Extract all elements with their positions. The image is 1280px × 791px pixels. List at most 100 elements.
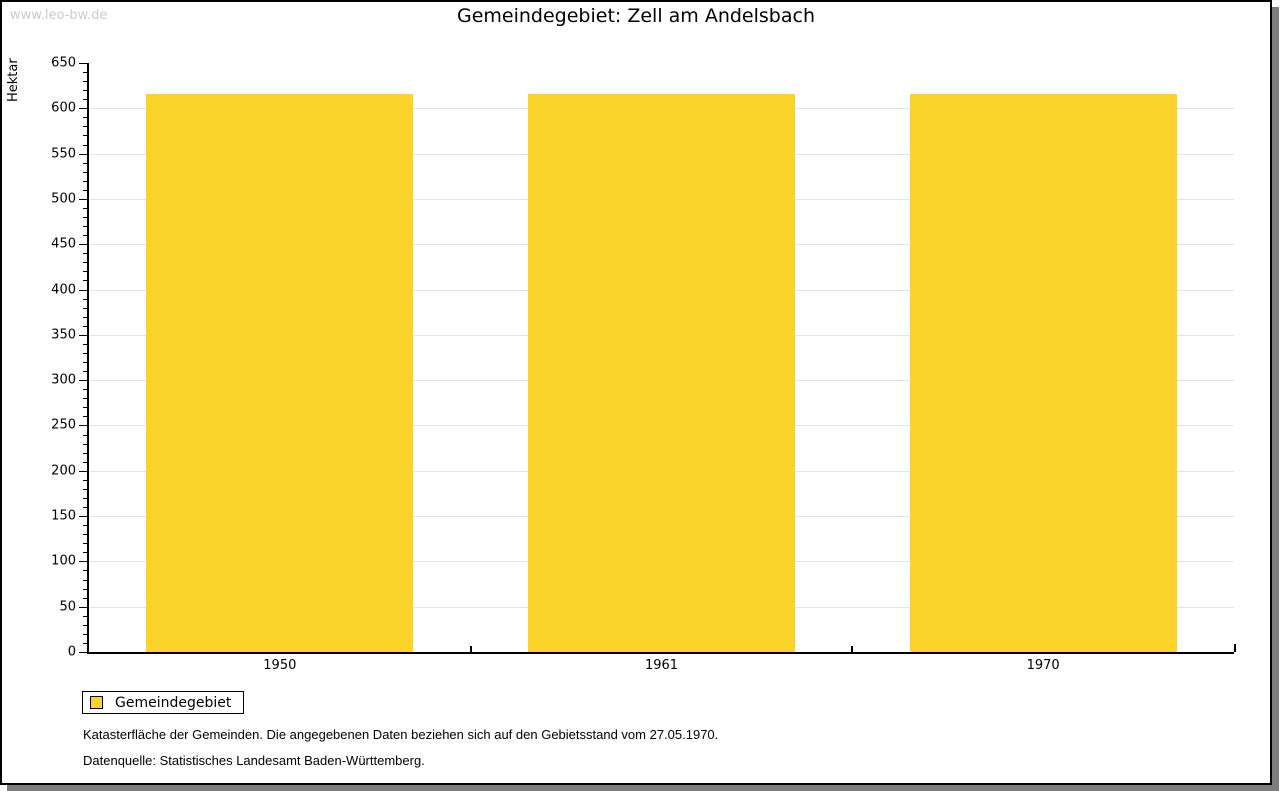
y-tick-label: 650 <box>51 55 76 71</box>
y-minor-tick <box>83 189 87 191</box>
y-minor-tick <box>83 217 87 219</box>
legend-swatch <box>90 696 103 709</box>
category-tick <box>469 646 472 652</box>
y-minor-tick <box>83 226 87 228</box>
category-label: 1961 <box>644 658 679 673</box>
y-major-tick <box>79 334 87 336</box>
y-minor-tick <box>83 461 87 463</box>
bar <box>527 93 796 652</box>
y-minor-tick <box>83 298 87 300</box>
y-minor-tick <box>83 90 87 92</box>
y-major-tick <box>79 289 87 291</box>
footer-note: Katasterfläche der Gemeinden. Die angege… <box>83 727 719 742</box>
y-minor-tick <box>83 171 87 173</box>
y-major-tick <box>79 516 87 518</box>
y-minor-tick <box>83 235 87 237</box>
y-minor-tick <box>83 497 87 499</box>
category-label: 1950 <box>263 658 297 673</box>
y-minor-tick <box>83 126 87 128</box>
y-minor-tick <box>83 389 87 391</box>
watermark: www.leo-bw.de <box>10 8 108 23</box>
y-minor-tick <box>83 579 87 581</box>
y-major-tick <box>79 108 87 110</box>
y-major-tick <box>79 606 87 608</box>
y-minor-tick <box>83 624 87 626</box>
y-tick-label: 50 <box>59 599 76 615</box>
category-tick <box>851 646 854 652</box>
y-tick-label: 500 <box>51 191 76 207</box>
y-minor-tick <box>83 81 87 83</box>
y-tick-label: 250 <box>51 417 76 433</box>
y-minor-tick <box>83 633 87 635</box>
y-tick-label: 600 <box>51 100 76 116</box>
y-minor-tick <box>83 552 87 554</box>
y-minor-tick <box>83 434 87 436</box>
y-minor-tick <box>83 416 87 418</box>
y-minor-tick <box>83 588 87 590</box>
bar <box>909 93 1177 652</box>
y-major-tick <box>79 63 87 64</box>
y-major-tick <box>79 380 87 382</box>
y-tick-label: 300 <box>51 372 76 388</box>
y-minor-tick <box>83 325 87 327</box>
footer-source: Datenquelle: Statistisches Landesamt Bad… <box>83 753 425 768</box>
y-minor-tick <box>83 443 87 445</box>
y-major-tick <box>79 425 87 427</box>
y-minor-tick <box>83 507 87 508</box>
y-major-tick <box>79 244 87 246</box>
y-minor-tick <box>83 162 87 164</box>
y-tick-label: 150 <box>51 508 76 524</box>
y-minor-tick <box>83 488 87 490</box>
page-title: Gemeindegebiet: Zell am Andelsbach <box>456 5 815 27</box>
y-minor-tick <box>83 343 87 345</box>
y-minor-tick <box>83 407 87 409</box>
y-minor-tick <box>83 271 87 273</box>
y-minor-tick <box>83 180 87 182</box>
y-minor-tick <box>83 307 87 309</box>
y-minor-tick <box>83 642 87 644</box>
y-minor-tick <box>83 144 87 146</box>
y-minor-tick <box>83 72 87 74</box>
y-major-tick <box>79 652 87 653</box>
y-major-tick <box>79 198 87 200</box>
y-minor-tick <box>83 280 87 282</box>
y-minor-tick <box>83 525 87 527</box>
y-major-tick <box>79 470 87 472</box>
y-tick-label: 550 <box>51 146 76 162</box>
y-minor-tick <box>83 262 87 264</box>
y-minor-tick <box>83 253 87 255</box>
y-minor-tick <box>83 207 87 209</box>
legend-label: Gemeindegebiet <box>115 694 232 711</box>
y-minor-tick <box>83 398 87 400</box>
y-tick-label: 100 <box>51 553 76 569</box>
y-tick-label: 0 <box>67 644 76 660</box>
y-major-tick <box>79 561 87 563</box>
legend: Gemeindegebiet <box>82 691 245 714</box>
bar <box>146 93 414 652</box>
y-minor-tick <box>83 371 87 373</box>
y-minor-tick <box>83 479 87 481</box>
y-minor-tick <box>83 135 87 137</box>
y-minor-tick <box>83 534 87 536</box>
y-tick-label: 450 <box>51 236 76 252</box>
y-tick-label: 400 <box>51 282 76 298</box>
category-label: 1970 <box>1026 658 1060 673</box>
y-minor-tick <box>83 597 87 599</box>
y-minor-tick <box>83 316 87 318</box>
axis-end-tick <box>1234 644 1236 652</box>
y-minor-tick <box>83 117 87 119</box>
y-major-tick <box>79 153 87 155</box>
y-axis-label: Hektar <box>6 58 21 102</box>
y-tick-label: 200 <box>51 463 76 479</box>
y-minor-tick <box>83 352 87 354</box>
y-tick-label: 350 <box>51 327 76 343</box>
y-minor-tick <box>83 99 87 101</box>
y-minor-tick <box>83 543 87 545</box>
y-minor-tick <box>83 362 87 364</box>
y-minor-tick <box>83 570 87 572</box>
y-minor-tick <box>83 615 87 617</box>
y-minor-tick <box>83 452 87 454</box>
plot-area: 0 50 100 150 200 250 300 350 400 450 500 550 600 650 1… <box>51 56 1236 673</box>
